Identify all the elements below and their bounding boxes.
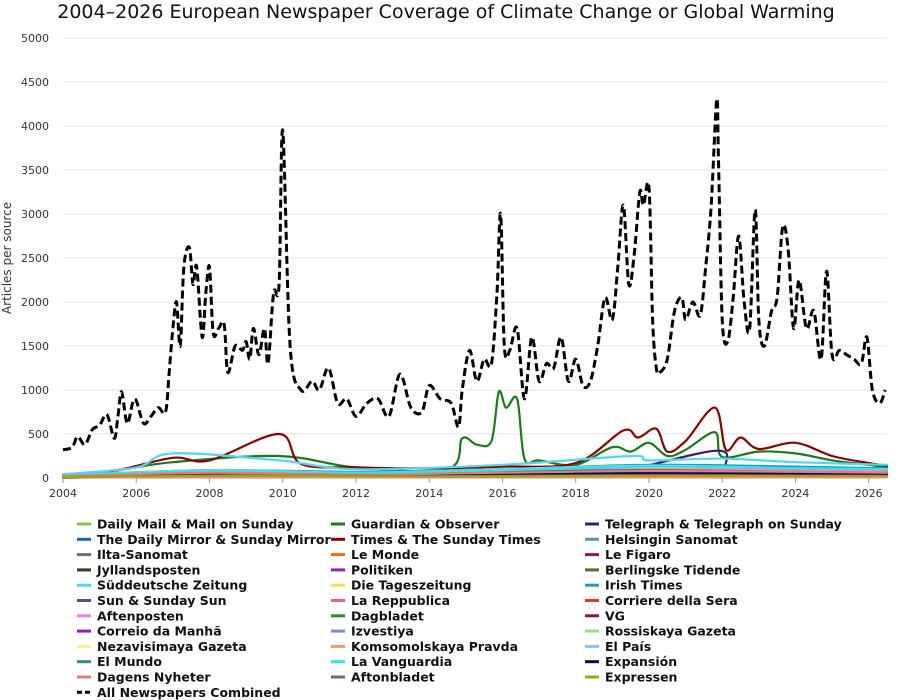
legend-label-le-monde: Le Monde	[351, 547, 419, 562]
y-tick-label: 1500	[21, 340, 49, 353]
y-axis-label: Articles per source	[0, 202, 14, 314]
x-tick-label: 2006	[122, 487, 150, 500]
x-tick-label: 2026	[855, 487, 883, 500]
series-lines	[61, 97, 889, 479]
x-tick-label: 2020	[635, 487, 663, 500]
series-line-dagens-nyheter	[61, 469, 889, 478]
series-line-times-the-sunday-times	[61, 406, 889, 477]
series-line-s-ddeutsche-zeitung	[61, 452, 889, 476]
legend-label-dagbladet: Dagbladet	[351, 608, 424, 623]
y-tick-label: 4500	[21, 76, 49, 89]
legend-label-corriere-della-sera: Corriere della Sera	[605, 593, 738, 608]
x-tick-label: 2008	[195, 487, 223, 500]
chart-title: 2004–2026 European Newspaper Coverage of…	[57, 1, 835, 23]
legend-label-jyllandsposten: Jyllandsposten	[96, 562, 200, 577]
legend-label-the-daily-mirror-sunday-mirror: The Daily Mirror & Sunday Mirror	[97, 532, 331, 547]
series-line-all-newspapers-combined	[62, 97, 887, 452]
legend-label-ilta-sanomat: Ilta-Sanomat	[97, 547, 188, 562]
legend: Daily Mail & Mail on Sunday Guardian & Ob…	[77, 517, 842, 700]
legend-label-guardian-observer: Guardian & Observer	[351, 517, 500, 532]
legend-label-all-newspapers-combined: All Newspapers Combined	[97, 685, 281, 700]
legend-label-s-ddeutsche-zeitung: Süddeutsche Zeitung	[97, 578, 247, 593]
x-axis-ticks: 2004 2006 2008 2010 2012 2014 2016 2018 2020 2022…	[49, 477, 887, 500]
legend-label-times-the-sunday-times: Times & The Sunday Times	[351, 532, 541, 547]
legend-label-le-figaro: Le Figaro	[605, 547, 671, 562]
legend-label-expansi-n: Expansión	[605, 654, 677, 669]
x-tick-label: 2018	[562, 487, 590, 500]
legend-label-daily-mail-mail-on-sunday: Daily Mail & Mail on Sunday	[97, 517, 294, 532]
series-line-expressen	[61, 474, 889, 479]
legend-label-la-vanguardia: La Vanguardia	[351, 654, 452, 669]
legend-label-aftonbladet: Aftonbladet	[351, 670, 435, 685]
legend-label-vg: VG	[605, 608, 625, 623]
series-line-la-vanguardia	[61, 465, 889, 477]
legend-label-expressen: Expressen	[605, 670, 677, 685]
x-tick-label: 2010	[269, 487, 297, 500]
legend-label-nezavisimaya-gazeta: Nezavisimaya Gazeta	[97, 639, 247, 654]
x-tick-label: 2022	[708, 487, 736, 500]
legend-label-komsomolskaya-pravda: Komsomolskaya Pravda	[351, 639, 518, 654]
legend-label-rossiskaya-gazeta: Rossiskaya Gazeta	[605, 624, 736, 639]
legend-label-correio-da-manh: Correio da Manhã	[97, 624, 222, 639]
legend-label-telegraph-telegraph-on-sunday: Telegraph & Telegraph on Sunday	[605, 517, 842, 532]
legend-label-berlingske-tidende: Berlingske Tidende	[605, 562, 740, 577]
x-tick-label: 2012	[342, 487, 370, 500]
x-tick-label: 2014	[415, 487, 443, 500]
legend-label-politiken: Politiken	[351, 562, 413, 577]
legend-label-dagens-nyheter: Dagens Nyheter	[97, 670, 211, 685]
legend-label-sun-sunday-sun: Sun & Sunday Sun	[97, 593, 227, 608]
series-line-guardian-observer	[61, 389, 889, 476]
y-tick-label: 5000	[21, 32, 49, 45]
legend-label-la-reppublica: La Reppublica	[351, 593, 450, 608]
x-tick-label: 2004	[49, 487, 77, 500]
y-tick-label: 2500	[21, 252, 49, 265]
legend-label-die-tageszeitung: Die Tageszeitung	[351, 578, 471, 593]
y-tick-label: 500	[28, 428, 49, 441]
legend-label-el-pa-s: El País	[605, 639, 651, 654]
y-axis-ticks: 0 500 1000 1500 2000 2500 3000 3500 4000 4500 5000	[21, 32, 49, 485]
y-tick-label: 1000	[21, 384, 49, 397]
legend-label-irish-times: Irish Times	[605, 578, 683, 593]
legend-label-helsingin-sanomat: Helsingin Sanomat	[605, 532, 738, 547]
x-tick-label: 2024	[781, 487, 809, 500]
y-tick-label: 0	[42, 472, 49, 485]
grid-lines	[63, 37, 887, 479]
y-tick-label: 2000	[21, 296, 49, 309]
y-tick-label: 3000	[21, 208, 49, 221]
legend-label-aftenposten: Aftenposten	[97, 608, 184, 623]
y-tick-label: 4000	[21, 120, 49, 133]
legend-label-el-mundo: El Mundo	[97, 654, 162, 669]
x-tick-label: 2016	[488, 487, 516, 500]
legend-label-izvestiya: Izvestiya	[351, 624, 414, 639]
y-tick-label: 3500	[21, 164, 49, 177]
